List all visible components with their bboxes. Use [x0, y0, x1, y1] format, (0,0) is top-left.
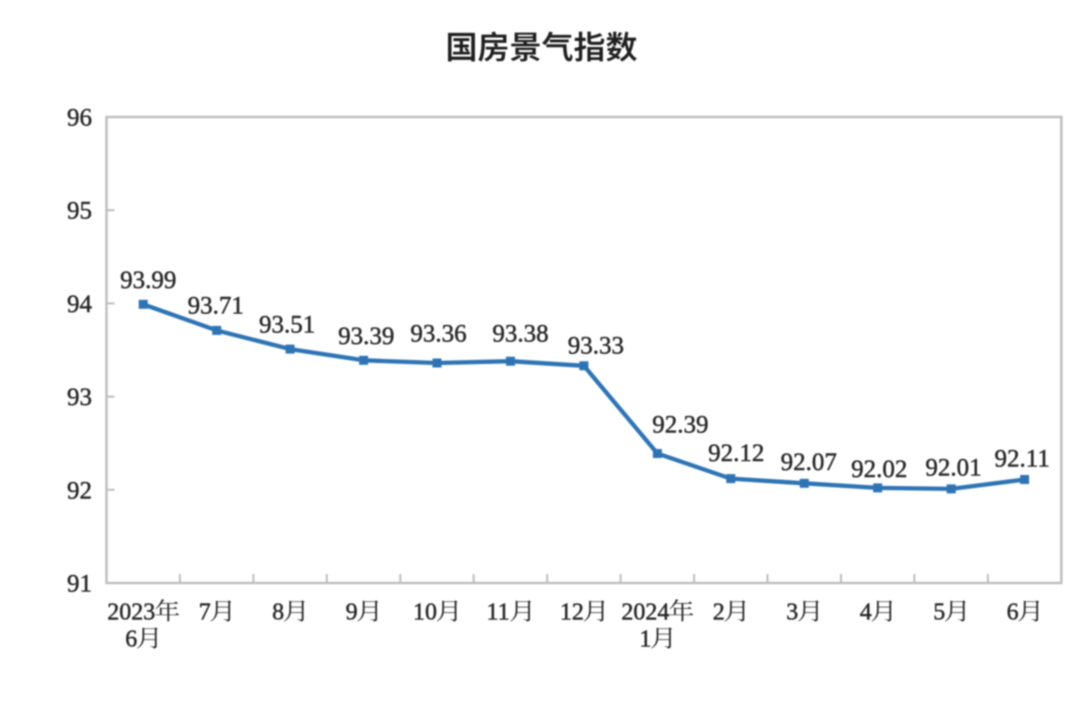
- svg-text:8: 8: [272, 600, 284, 626]
- svg-text:93.99: 93.99: [120, 267, 176, 294]
- svg-text:11: 11: [487, 600, 510, 626]
- svg-text:2: 2: [713, 600, 725, 626]
- svg-text:6: 6: [1007, 600, 1019, 626]
- svg-text:92.12: 92.12: [708, 440, 764, 467]
- svg-text:91: 91: [67, 571, 92, 598]
- svg-text:93.39: 93.39: [338, 323, 394, 350]
- svg-text:3: 3: [786, 600, 798, 626]
- svg-text:93.33: 93.33: [568, 332, 624, 359]
- svg-text:93.71: 93.71: [188, 292, 244, 319]
- svg-text:4: 4: [860, 600, 872, 626]
- svg-text:93.36: 93.36: [410, 321, 466, 348]
- svg-text:92.11: 92.11: [995, 445, 1050, 472]
- svg-text:7: 7: [199, 600, 211, 626]
- svg-text:2023: 2023: [107, 600, 155, 626]
- svg-text:2024: 2024: [621, 600, 669, 626]
- svg-text:6: 6: [125, 627, 137, 653]
- svg-text:93.38: 93.38: [492, 321, 548, 348]
- svg-text:95: 95: [67, 198, 92, 225]
- svg-text:93.51: 93.51: [259, 312, 315, 339]
- svg-text:92.39: 92.39: [652, 411, 708, 438]
- svg-text:96: 96: [67, 105, 92, 132]
- svg-text:9: 9: [346, 600, 358, 626]
- svg-text:92.07: 92.07: [781, 449, 837, 476]
- svg-text:5: 5: [933, 600, 945, 626]
- svg-text:92.02: 92.02: [851, 456, 907, 483]
- svg-text:92: 92: [67, 477, 92, 504]
- svg-text:10: 10: [413, 600, 437, 626]
- svg-text:93: 93: [67, 384, 92, 411]
- svg-text:92.01: 92.01: [925, 454, 981, 481]
- svg-text:12: 12: [560, 600, 584, 626]
- svg-text:1: 1: [639, 627, 651, 653]
- svg-text:94: 94: [67, 291, 93, 318]
